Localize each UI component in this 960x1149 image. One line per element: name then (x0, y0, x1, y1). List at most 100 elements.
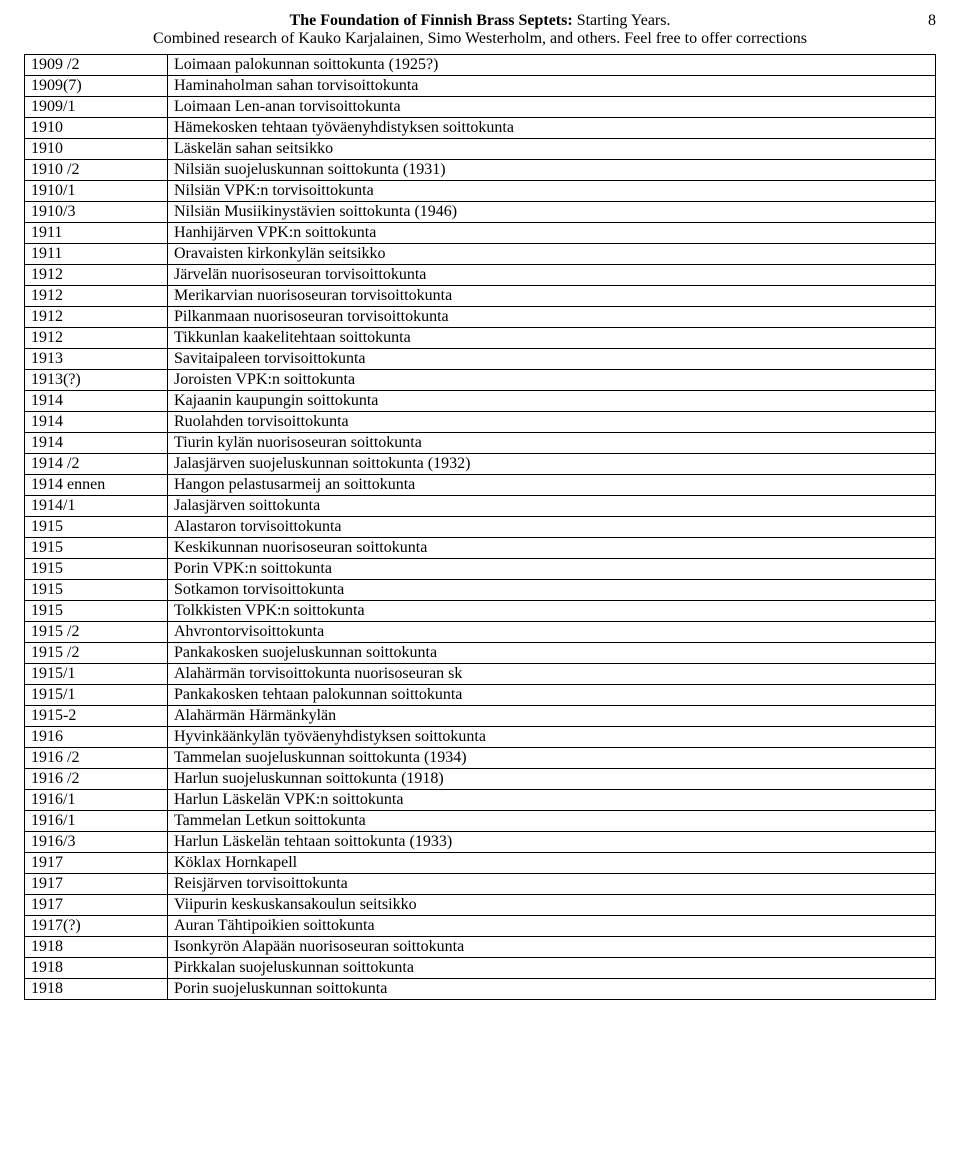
table-row: 1910Läskelän sahan seitsikko (25, 139, 936, 160)
year-cell: 1913(?) (25, 370, 168, 391)
year-cell: 1917 (25, 895, 168, 916)
year-cell: 1916 (25, 727, 168, 748)
name-cell: Sotkamon torvisoittokunta (168, 580, 936, 601)
name-cell: Joroisten VPK:n soittokunta (168, 370, 936, 391)
table-row: 1916Hyvinkäänkylän työväenyhdistyksen so… (25, 727, 936, 748)
year-cell: 1916/1 (25, 790, 168, 811)
name-cell: Savitaipaleen torvisoittokunta (168, 349, 936, 370)
name-cell: Pirkkalan suojeluskunnan soittokunta (168, 958, 936, 979)
year-cell: 1917 (25, 853, 168, 874)
year-cell: 1912 (25, 328, 168, 349)
name-cell: Kajaanin kaupungin soittokunta (168, 391, 936, 412)
name-cell: Loimaan Len-anan torvisoittokunta (168, 97, 936, 118)
title-rest: Starting Years. (573, 12, 671, 29)
year-cell: 1912 (25, 265, 168, 286)
year-cell: 1910/1 (25, 181, 168, 202)
name-cell: Jalasjärven suojeluskunnan soittokunta (… (168, 454, 936, 475)
page-title: The Foundation of Finnish Brass Septets:… (24, 12, 936, 30)
year-cell: 1916/3 (25, 832, 168, 853)
year-cell: 1918 (25, 979, 168, 1000)
name-cell: Nilsiän Musiikinystävien soittokunta (19… (168, 202, 936, 223)
table-row: 1915Keskikunnan nuorisoseuran soittokunt… (25, 538, 936, 559)
name-cell: Reisjärven torvisoittokunta (168, 874, 936, 895)
table-row: 1910/1Nilsiän VPK:n torvisoittokunta (25, 181, 936, 202)
name-cell: Pankakosken suojeluskunnan soittokunta (168, 643, 936, 664)
table-row: 1911Hanhijärven VPK:n soittokunta (25, 223, 936, 244)
year-cell: 1915 (25, 517, 168, 538)
year-cell: 1914/1 (25, 496, 168, 517)
table-row: 1910 /2Nilsiän suojeluskunnan soittokunt… (25, 160, 936, 181)
year-cell: 1915/1 (25, 685, 168, 706)
table-row: 1913(?)Joroisten VPK:n soittokunta (25, 370, 936, 391)
page-header: 8 The Foundation of Finnish Brass Septet… (24, 12, 936, 48)
name-cell: Tikkunlan kaakelitehtaan soittokunta (168, 328, 936, 349)
table-row: 1914Kajaanin kaupungin soittokunta (25, 391, 936, 412)
year-cell: 1917(?) (25, 916, 168, 937)
year-cell: 1909(7) (25, 76, 168, 97)
name-cell: Harlun suojeluskunnan soittokunta (1918) (168, 769, 936, 790)
title-bold: The Foundation of Finnish Brass Septets: (290, 12, 573, 29)
year-cell: 1910 (25, 139, 168, 160)
year-cell: 1911 (25, 244, 168, 265)
name-cell: Köklax Hornkapell (168, 853, 936, 874)
table-row: 1909 /2Loimaan palokunnan soittokunta (1… (25, 55, 936, 76)
table-row: 1915Porin VPK:n soittokunta (25, 559, 936, 580)
year-cell: 1909/1 (25, 97, 168, 118)
name-cell: Tolkkisten VPK:n soittokunta (168, 601, 936, 622)
year-cell: 1911 (25, 223, 168, 244)
year-cell: 1915 (25, 559, 168, 580)
table-row: 1910/3Nilsiän Musiikinystävien soittokun… (25, 202, 936, 223)
year-cell: 1915 /2 (25, 622, 168, 643)
year-cell: 1916/1 (25, 811, 168, 832)
year-cell: 1914 (25, 433, 168, 454)
year-cell: 1915 (25, 580, 168, 601)
name-cell: Tammelan suojeluskunnan soittokunta (193… (168, 748, 936, 769)
table-row: 1914Tiurin kylän nuorisoseuran soittokun… (25, 433, 936, 454)
name-cell: Haminaholman sahan torvisoittokunta (168, 76, 936, 97)
table-row: 1913Savitaipaleen torvisoittokunta (25, 349, 936, 370)
name-cell: Auran Tähtipoikien soittokunta (168, 916, 936, 937)
name-cell: Keskikunnan nuorisoseuran soittokunta (168, 538, 936, 559)
table-row: 1914Ruolahden torvisoittokunta (25, 412, 936, 433)
year-cell: 1910 (25, 118, 168, 139)
name-cell: Tiurin kylän nuorisoseuran soittokunta (168, 433, 936, 454)
table-row: 1915Tolkkisten VPK:n soittokunta (25, 601, 936, 622)
year-cell: 1918 (25, 958, 168, 979)
year-cell: 1915 /2 (25, 643, 168, 664)
page-number: 8 (928, 12, 936, 30)
table-row: 1915Alastaron torvisoittokunta (25, 517, 936, 538)
table-row: 1915 /2Ahvrontorvisoittokunta (25, 622, 936, 643)
table-row: 1911Oravaisten kirkonkylän seitsikko (25, 244, 936, 265)
name-cell: Hanhijärven VPK:n soittokunta (168, 223, 936, 244)
year-cell: 1916 /2 (25, 769, 168, 790)
name-cell: Jalasjärven soittokunta (168, 496, 936, 517)
name-cell: Hangon pelastusarmeij an soittokunta (168, 475, 936, 496)
name-cell: Tammelan Letkun soittokunta (168, 811, 936, 832)
year-cell: 1918 (25, 937, 168, 958)
year-cell: 1917 (25, 874, 168, 895)
year-cell: 1910/3 (25, 202, 168, 223)
table-row: 1915/1Alahärmän torvisoittokunta nuoriso… (25, 664, 936, 685)
name-cell: Viipurin keskuskansakoulun seitsikko (168, 895, 936, 916)
table-row: 1915/1Pankakosken tehtaan palokunnan soi… (25, 685, 936, 706)
name-cell: Pilkanmaan nuorisoseuran torvisoittokunt… (168, 307, 936, 328)
name-cell: Ruolahden torvisoittokunta (168, 412, 936, 433)
name-cell: Läskelän sahan seitsikko (168, 139, 936, 160)
year-cell: 1912 (25, 286, 168, 307)
table-row: 1918Porin suojeluskunnan soittokunta (25, 979, 936, 1000)
year-cell: 1914 ennen (25, 475, 168, 496)
table-row: 1916/3Harlun Läskelän tehtaan soittokunt… (25, 832, 936, 853)
name-cell: Merikarvian nuorisoseuran torvisoittokun… (168, 286, 936, 307)
table-row: 1912Järvelän nuorisoseuran torvisoittoku… (25, 265, 936, 286)
year-cell: 1915/1 (25, 664, 168, 685)
year-cell: 1912 (25, 307, 168, 328)
name-cell: Nilsiän VPK:n torvisoittokunta (168, 181, 936, 202)
table-row: 1915-2Alahärmän Härmänkylän (25, 706, 936, 727)
year-cell: 1913 (25, 349, 168, 370)
table-row: 1917Reisjärven torvisoittokunta (25, 874, 936, 895)
table-row: 1916/1Tammelan Letkun soittokunta (25, 811, 936, 832)
table-row: 1912Tikkunlan kaakelitehtaan soittokunta (25, 328, 936, 349)
name-cell: Ahvrontorvisoittokunta (168, 622, 936, 643)
year-cell: 1910 /2 (25, 160, 168, 181)
table-row: 1909(7)Haminaholman sahan torvisoittokun… (25, 76, 936, 97)
